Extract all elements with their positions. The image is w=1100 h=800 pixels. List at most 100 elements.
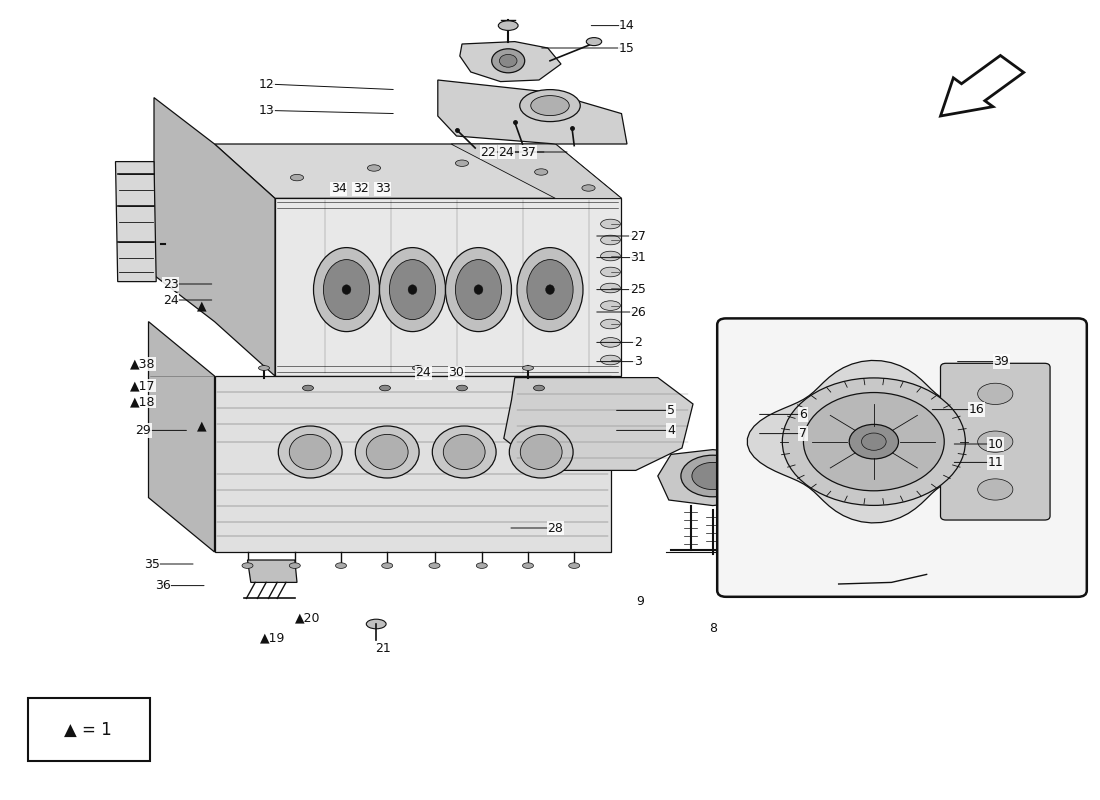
Polygon shape xyxy=(504,378,693,470)
Text: 9: 9 xyxy=(636,595,645,608)
Text: 36: 36 xyxy=(155,579,170,592)
Text: 24: 24 xyxy=(498,146,514,158)
Ellipse shape xyxy=(978,479,1013,500)
Ellipse shape xyxy=(601,355,620,365)
Text: 7: 7 xyxy=(799,427,807,440)
FancyBboxPatch shape xyxy=(28,698,150,761)
Polygon shape xyxy=(852,446,944,474)
Ellipse shape xyxy=(476,563,487,568)
Ellipse shape xyxy=(366,434,408,470)
Text: ▲20: ▲20 xyxy=(295,611,321,624)
Ellipse shape xyxy=(429,563,440,568)
Ellipse shape xyxy=(258,366,270,370)
Text: 2: 2 xyxy=(634,336,642,349)
Polygon shape xyxy=(214,376,610,552)
Ellipse shape xyxy=(242,563,253,568)
Text: 33: 33 xyxy=(375,182,390,195)
Polygon shape xyxy=(148,322,214,552)
Ellipse shape xyxy=(522,563,534,568)
Text: ▲: ▲ xyxy=(197,299,206,312)
Ellipse shape xyxy=(389,259,436,319)
Ellipse shape xyxy=(408,285,417,294)
Ellipse shape xyxy=(861,433,887,450)
FancyBboxPatch shape xyxy=(940,363,1050,520)
Ellipse shape xyxy=(601,283,620,293)
Text: 39: 39 xyxy=(993,355,1009,368)
Text: 26: 26 xyxy=(630,306,646,318)
Text: 24: 24 xyxy=(416,366,431,379)
Text: 5: 5 xyxy=(667,404,675,417)
Ellipse shape xyxy=(432,426,496,478)
Text: 12: 12 xyxy=(258,78,274,90)
Polygon shape xyxy=(747,361,1001,523)
Ellipse shape xyxy=(302,385,313,391)
Text: 24: 24 xyxy=(163,294,178,306)
Text: ▲19: ▲19 xyxy=(260,632,286,645)
Ellipse shape xyxy=(367,165,381,171)
Ellipse shape xyxy=(582,185,595,191)
Text: 15: 15 xyxy=(619,42,635,54)
Ellipse shape xyxy=(499,54,517,67)
Ellipse shape xyxy=(569,563,580,568)
Polygon shape xyxy=(940,55,1024,116)
Ellipse shape xyxy=(978,431,1013,452)
Text: 27: 27 xyxy=(630,230,646,242)
Ellipse shape xyxy=(517,247,583,331)
Polygon shape xyxy=(214,144,622,198)
Text: 4: 4 xyxy=(667,424,675,437)
Ellipse shape xyxy=(290,174,304,181)
Ellipse shape xyxy=(278,426,342,478)
Ellipse shape xyxy=(978,383,1013,405)
Text: ▲ = 1: ▲ = 1 xyxy=(64,721,112,738)
Ellipse shape xyxy=(849,424,899,459)
Text: 29: 29 xyxy=(135,424,151,437)
Ellipse shape xyxy=(535,169,548,175)
Ellipse shape xyxy=(492,49,525,73)
Text: 16: 16 xyxy=(969,403,984,416)
Ellipse shape xyxy=(289,434,331,470)
Text: 14: 14 xyxy=(619,19,635,32)
Ellipse shape xyxy=(289,563,300,568)
Ellipse shape xyxy=(474,285,483,294)
Ellipse shape xyxy=(379,385,390,391)
Ellipse shape xyxy=(455,160,469,166)
Text: ▲17: ▲17 xyxy=(130,379,156,392)
Polygon shape xyxy=(658,450,770,506)
Ellipse shape xyxy=(601,219,620,229)
Text: 35: 35 xyxy=(144,558,159,570)
Ellipse shape xyxy=(443,434,485,470)
Text: 30: 30 xyxy=(449,366,464,379)
Text: ▲38: ▲38 xyxy=(130,358,156,370)
Text: 22: 22 xyxy=(481,146,496,158)
Text: 10: 10 xyxy=(988,438,1003,450)
Ellipse shape xyxy=(456,385,468,391)
Polygon shape xyxy=(275,198,622,376)
Ellipse shape xyxy=(681,455,745,497)
Ellipse shape xyxy=(446,247,512,331)
Polygon shape xyxy=(451,144,622,198)
FancyBboxPatch shape xyxy=(717,318,1087,597)
Text: 3: 3 xyxy=(634,355,642,368)
Ellipse shape xyxy=(601,251,620,261)
Polygon shape xyxy=(154,98,275,376)
Text: 25: 25 xyxy=(630,283,646,296)
Ellipse shape xyxy=(527,259,573,319)
Text: 23: 23 xyxy=(163,278,178,290)
Text: 11: 11 xyxy=(988,456,1003,469)
Ellipse shape xyxy=(519,90,581,122)
Ellipse shape xyxy=(520,434,562,470)
Text: 32: 32 xyxy=(353,182,369,195)
Ellipse shape xyxy=(382,563,393,568)
Ellipse shape xyxy=(412,366,424,370)
Ellipse shape xyxy=(336,563,346,568)
Ellipse shape xyxy=(803,393,944,490)
Ellipse shape xyxy=(601,267,620,277)
Text: 31: 31 xyxy=(630,251,646,264)
Text: 34: 34 xyxy=(331,182,346,195)
Ellipse shape xyxy=(534,385,544,391)
Ellipse shape xyxy=(323,259,370,319)
Ellipse shape xyxy=(948,450,961,456)
Ellipse shape xyxy=(546,285,554,294)
Text: 21: 21 xyxy=(375,642,390,654)
Ellipse shape xyxy=(530,96,570,115)
